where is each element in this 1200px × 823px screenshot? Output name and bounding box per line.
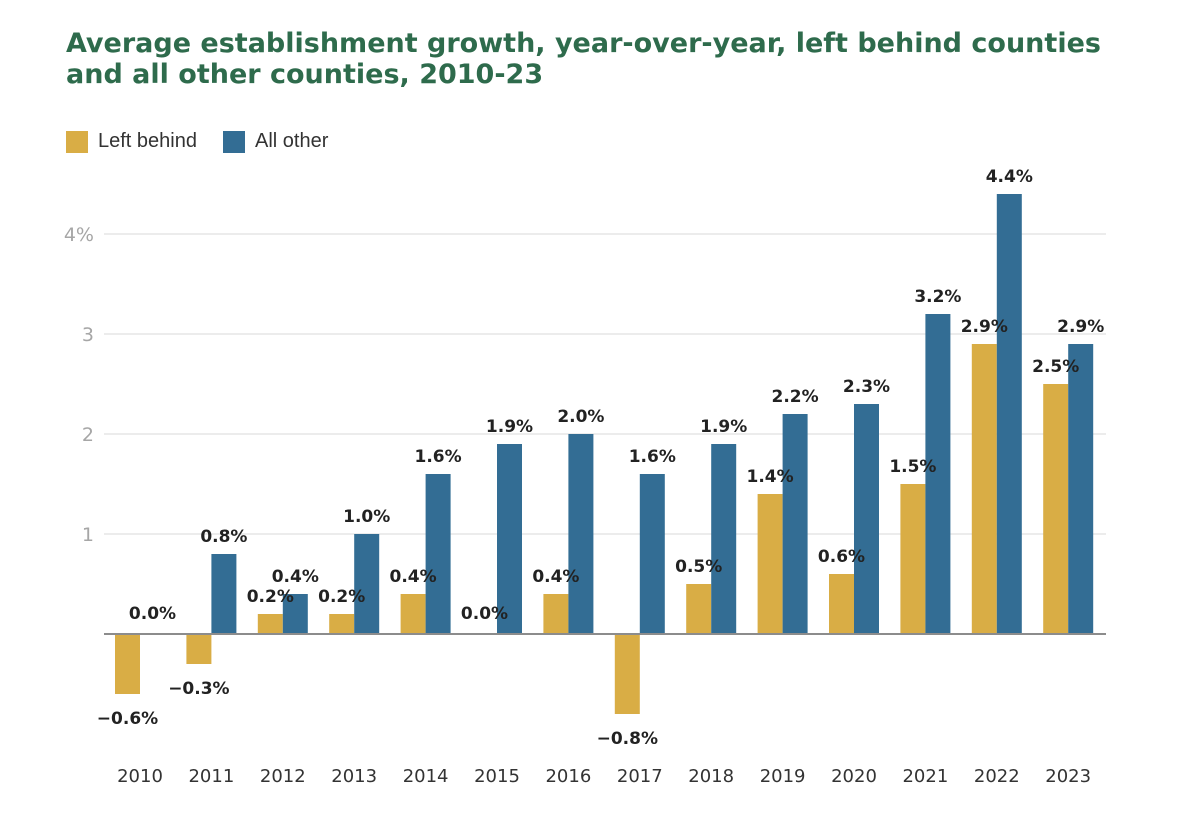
bar-left-behind-2011 [186,634,212,664]
data-label-all-other-2021: 3.2% [914,287,961,307]
y-tick-label-2: 2 [82,424,94,446]
legend-swatch-left-behind [66,130,88,153]
data-label-all-other-2023: 2.9% [1057,317,1104,337]
x-tick-label-2018: 2018 [688,766,734,787]
data-label-left-behind-2021: 1.5% [889,457,936,477]
x-tick-label-2020: 2020 [831,766,877,787]
data-label-left-behind-2011: −0.3% [168,679,229,699]
data-label-left-behind-2018: 0.5% [675,557,722,577]
bar-all-other-2012 [282,594,308,634]
x-tick-label-2016: 2016 [545,766,591,787]
y-tick-label-1: 1 [82,524,94,546]
data-label-left-behind-2020: 0.6% [818,547,865,567]
data-label-left-behind-2014: 0.4% [390,567,437,587]
bar-left-behind-2023 [1043,384,1069,634]
bar-left-behind-2014 [400,594,426,634]
data-label-all-other-2019: 2.2% [772,387,819,407]
data-label-all-other-2016: 2.0% [557,407,604,427]
x-tick-label-2017: 2017 [617,766,663,787]
data-label-left-behind-2019: 1.4% [747,467,794,487]
bar-all-other-2016 [568,434,594,634]
data-label-left-behind-2013: 0.2% [318,587,365,607]
x-tick-label-2019: 2019 [760,766,806,787]
data-label-left-behind-2022: 2.9% [961,317,1008,337]
data-label-left-behind-2010: −0.6% [97,709,158,729]
data-label-left-behind-2015: 0.0% [461,604,508,624]
legend-label-all-other: All other [254,130,329,152]
bar-all-other-2022 [996,194,1022,634]
x-tick-label-2014: 2014 [403,766,449,787]
bar-left-behind-2018 [686,584,712,634]
y-tick-label-3: 3 [82,324,94,346]
bar-left-behind-2021 [900,484,926,634]
bar-all-other-2019 [782,414,808,634]
bar-all-other-2021 [925,314,951,634]
data-label-left-behind-2012: 0.2% [247,587,294,607]
x-tick-label-2011: 2011 [188,766,234,787]
data-label-all-other-2013: 1.0% [343,507,390,527]
bar-all-other-2011 [211,554,237,634]
chart-title: Average establishment growth, year-over-… [66,28,1101,90]
x-tick-label-2021: 2021 [902,766,948,787]
y-tick-label-4: 4% [64,224,94,246]
legend-label-left-behind: Left behind [98,130,197,152]
x-tick-label-2015: 2015 [474,766,520,787]
x-tick-label-2022: 2022 [974,766,1020,787]
bar-all-other-2018 [711,444,737,634]
data-label-all-other-2017: 1.6% [629,447,676,467]
bar-all-other-2023 [1068,344,1094,634]
data-label-all-other-2010: 0.0% [129,604,176,624]
x-tick-label-2010: 2010 [117,766,163,787]
bar-left-behind-2020 [829,574,854,634]
legend-swatch-all-other [222,130,245,153]
data-label-all-other-2015: 1.9% [486,417,533,437]
legend-item-left-behind: Left behind [66,130,197,153]
bar-left-behind-2017 [614,634,640,714]
bar-all-other-2015 [497,444,522,634]
data-label-left-behind-2023: 2.5% [1032,357,1079,377]
bar-left-behind-2013 [329,614,355,634]
bar-left-behind-2019 [757,494,783,634]
bar-left-behind-2010 [115,634,140,694]
legend-item-all-other: All other [222,130,329,153]
bar-all-other-2014 [425,474,451,634]
data-label-all-other-2022: 4.4% [986,167,1033,187]
data-label-all-other-2014: 1.6% [415,447,462,467]
data-label-all-other-2012: 0.4% [272,567,319,587]
bar-all-other-2020 [854,404,879,634]
bar-left-behind-2016 [543,594,569,634]
bar-left-behind-2022 [971,344,997,634]
x-tick-label-2023: 2023 [1045,766,1091,787]
x-tick-label-2013: 2013 [331,766,377,787]
bar-all-other-2017 [639,474,665,634]
data-label-left-behind-2016: 0.4% [532,567,579,587]
data-label-all-other-2011: 0.8% [200,527,247,547]
bar-left-behind-2012 [257,614,283,634]
data-label-left-behind-2017: −0.8% [597,729,658,749]
bar-all-other-2013 [354,534,380,634]
data-label-all-other-2020: 2.3% [843,377,890,397]
legend: Left behind All other [66,130,354,153]
x-tick-label-2012: 2012 [260,766,306,787]
data-label-all-other-2018: 1.9% [700,417,747,437]
